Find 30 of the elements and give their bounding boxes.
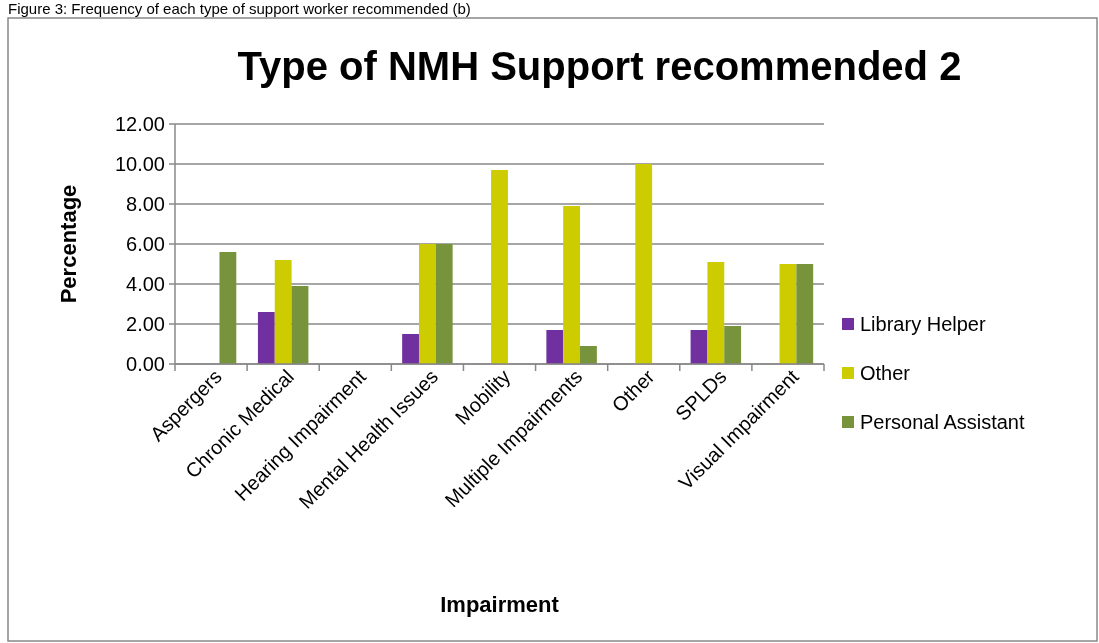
bar [546, 330, 564, 364]
bar [291, 286, 309, 364]
x-axis-title: Impairment [440, 592, 560, 617]
y-tick-label: 6.00 [126, 233, 165, 255]
bar [402, 334, 419, 364]
bar [724, 326, 742, 364]
bar [707, 262, 725, 364]
bar [690, 330, 708, 364]
legend-label: Personal Assistant [860, 411, 1025, 433]
y-tick-label: 10.00 [114, 153, 165, 175]
bar [257, 312, 275, 364]
y-tick-label: 8.00 [126, 193, 165, 215]
bar [491, 170, 508, 364]
bar [274, 260, 292, 364]
chart-title: Type of NMH Support recommended 2 [237, 44, 962, 88]
legend-label: Library Helper [860, 313, 986, 335]
y-tick-label: 0.00 [126, 353, 165, 375]
caption: Figure 3: Frequency of each type of support worker recommended (b) [8, 0, 471, 17]
bar [563, 206, 581, 364]
bar [796, 264, 814, 364]
y-tick-label: 4.00 [126, 273, 165, 295]
y-axis-title: Percentage [56, 184, 81, 304]
y-tick-label: 2.00 [126, 313, 165, 335]
bar [219, 252, 237, 364]
bar [580, 346, 597, 364]
bar [418, 244, 436, 364]
bar [435, 244, 453, 364]
bar [635, 164, 653, 364]
bar [779, 264, 797, 364]
y-tick-label: 12.00 [114, 113, 165, 135]
